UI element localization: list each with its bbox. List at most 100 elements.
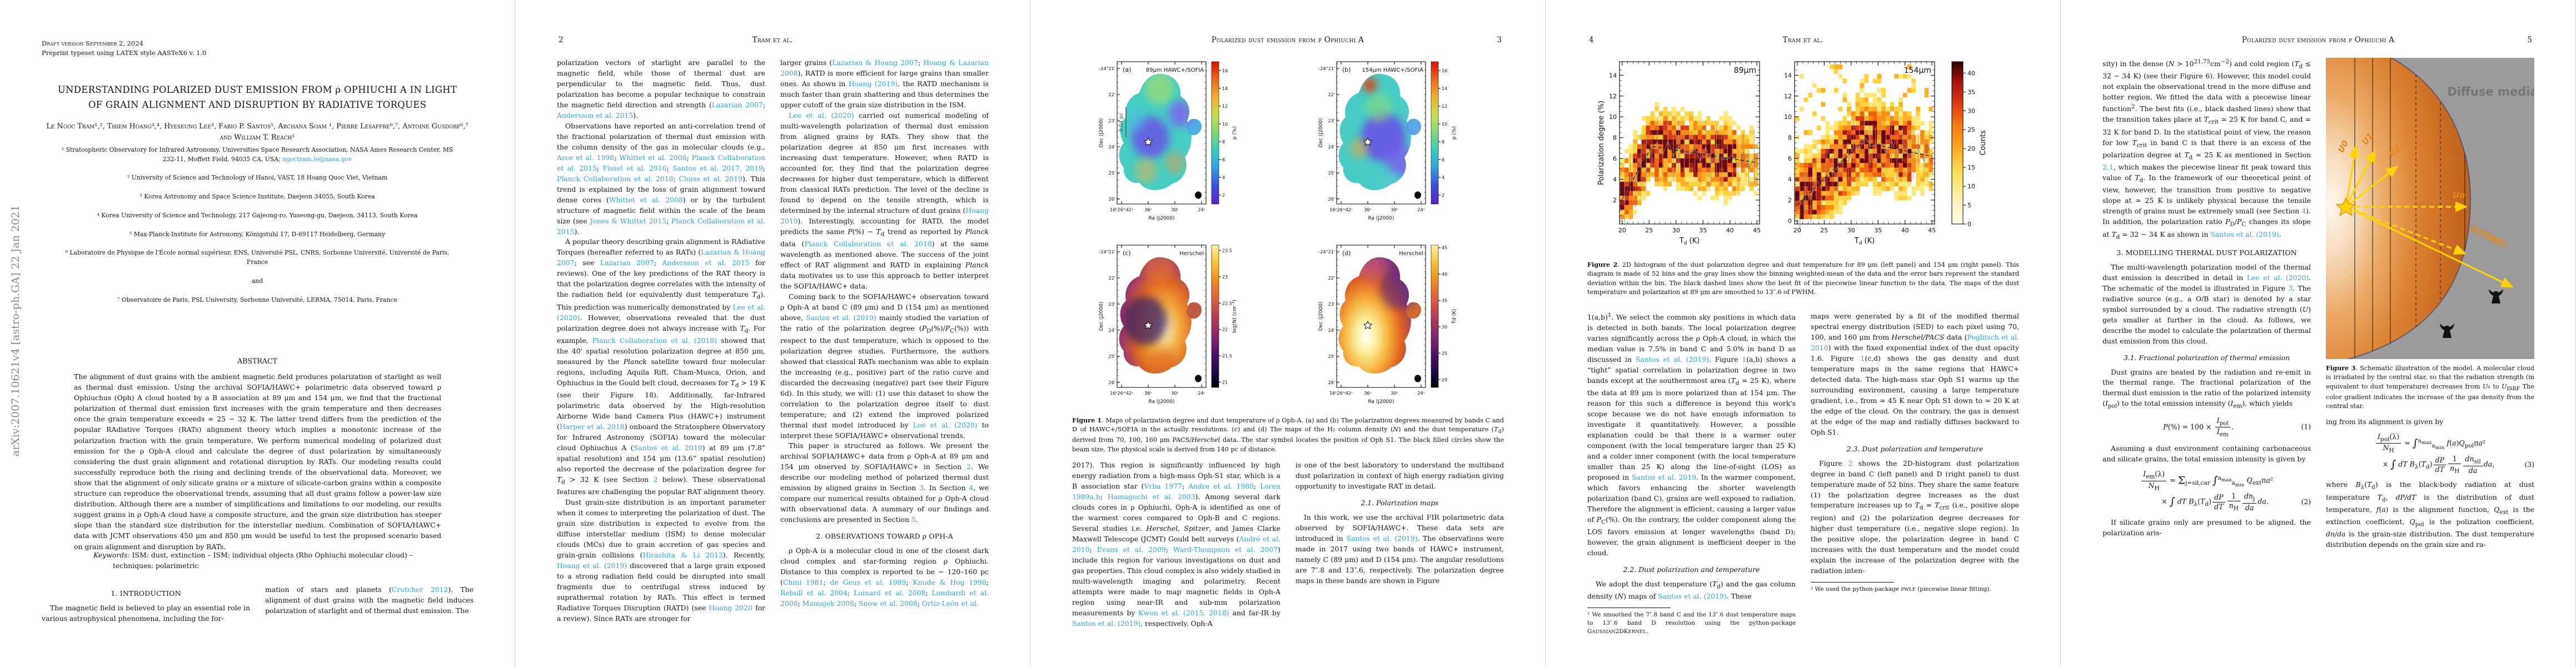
svg-text:35: 35: [1967, 88, 1975, 96]
affiliation: ³ Korea Astronomy and Space Science Inst…: [139, 193, 375, 201]
svg-text:14: 14: [1222, 86, 1228, 91]
figure2-panel-89μm: 20 25 30 35 40 45 2 4 6 8 10 12 14 Td (K) Polarization…: [1597, 57, 1764, 248]
paragraph: 2017). This region is significantly infl…: [1072, 461, 1280, 627]
svg-text:25: 25: [1820, 227, 1828, 234]
svg-text:-24°21': -24°21': [1099, 250, 1115, 255]
svg-text:26': 26': [1109, 380, 1115, 385]
equation-body: × ∫ dT Bλ(Td) dP dT 1 nH dnj da da.: [2161, 492, 2269, 512]
svg-text:-24°21': -24°21': [1319, 250, 1335, 255]
svg-text:0: 0: [1788, 217, 1792, 225]
svg-text:6: 6: [1222, 157, 1225, 162]
figure3-caption: Figure 3. Schematic illustration of the …: [2326, 364, 2534, 410]
page-4: 4 Tram et al. 20 25 30 35 40 45 2 4 6 8 10 12 14 Td (…: [1546, 0, 2061, 667]
svg-text:30ˢ: 30ˢ: [1171, 207, 1178, 212]
running-head: Polarized dust emission from ρ Ophiuchi …: [1211, 36, 1364, 44]
affiliation: ⁷ Observatoire de Paris, PSL University,…: [117, 296, 397, 303]
svg-text:21.5: 21.5: [1222, 354, 1232, 359]
svg-text:24': 24': [1109, 145, 1115, 150]
paragraph: is one of the best laboratory to underst…: [1296, 461, 1504, 490]
affiliation[interactable]: ¹ Stratospheric Observatory for Infrared…: [61, 146, 454, 163]
svg-text:Ra (J2000): Ra (J2000): [1368, 399, 1394, 405]
svg-text:45: 45: [1928, 227, 1936, 234]
paragraph: In this work, we use the archival FIR po…: [1296, 512, 1504, 585]
svg-text:2: 2: [1442, 193, 1444, 198]
page1-columns: 1. INTRODUCTION The magnetic field is be…: [42, 583, 474, 650]
figure1-panel-b: -24°21' 22' 23' 24' 25' 26' 16ʰ26ᵐ42ˢ 36ˢ 30ˢ 24ˢ…: [1317, 54, 1460, 227]
svg-text:8: 8: [1788, 135, 1792, 142]
svg-text:24': 24': [1328, 328, 1335, 333]
paragraph: Dust grains are heated by the radiation …: [2102, 367, 2311, 410]
equation-3: Ipol(λ) NH = ∫amaxamin f(a)Qpolπa² × ∫ dT…: [2326, 432, 2534, 475]
svg-text:Polarization degree (%): Polarization degree (%): [1597, 101, 1606, 185]
figure1-panel-a: 0.04 pc -24°21' 22' 23' 24' 25' 26' 16ʰ26ᵐ42ˢ 36…: [1097, 54, 1240, 227]
equation-body: Ipol(λ) NH = ∫amaxamin f(a)Qpolπa²: [2326, 432, 2534, 455]
figure1-panel-d: -24°21' 22' 23' 24' 25' 26' 16ʰ26ᵐ42ˢ 36ˢ 30ˢ 24ˢ…: [1317, 237, 1460, 411]
svg-text:10: 10: [1967, 183, 1975, 190]
page-number: 5: [2527, 36, 2532, 44]
svg-text:6: 6: [1613, 155, 1617, 162]
svg-text:24': 24': [1109, 328, 1115, 333]
page5-columns: sity) in the dense (N > 1021.75cm−2) and…: [2102, 58, 2534, 647]
page-number: 2: [559, 36, 564, 44]
subsection-heading-fractional-polarization: 3.1. Fractional polarization of thermal …: [2123, 353, 2290, 362]
svg-text:Dec (J2000): Dec (J2000): [1318, 302, 1324, 331]
paragraph: ρ Oph-A is a molecular cloud in one of t…: [780, 546, 989, 608]
column-right: larger grains (Lazarian & Hoang 2007; Ho…: [780, 58, 989, 641]
svg-text:40: 40: [1967, 69, 1975, 77]
paragraph: 1(a,b)1. We select the common sky positi…: [1587, 312, 1796, 558]
arxiv-stamp: arXiv:2007.10621v4 [astro-ph.GA] 22 Jan …: [9, 205, 22, 457]
section-heading-introduction: 1. INTRODUCTION: [111, 589, 181, 598]
figure2-panel-154μm: 20 25 30 35 40 45 0 2 4 6 8 10 12 14 Td (K) 154μm: [1772, 57, 1939, 248]
equation-body: × ∫ dT Bλ(Td) dP dT 1 nH dnsil da da,: [2382, 455, 2495, 475]
svg-text:16ʰ26ᵐ42ˢ: 16ʰ26ᵐ42ˢ: [1110, 207, 1133, 212]
svg-text:20: 20: [1793, 227, 1801, 234]
svg-text:89μm HAWC+/SOFIA: 89μm HAWC+/SOFIA: [1146, 67, 1204, 73]
abstract-heading: ABSTRACT: [237, 357, 277, 365]
observer-icon: [2440, 323, 2454, 338]
page-number: 3: [1497, 36, 1502, 44]
column-left: polarization vectors of starlight are pa…: [557, 58, 765, 641]
svg-text:0: 0: [1967, 221, 1971, 228]
affiliation: ² University of Science and Technology o…: [127, 174, 388, 182]
svg-text:24': 24': [1328, 145, 1335, 150]
svg-text:log(N) (cm⁻²): log(N) (cm⁻²): [1232, 300, 1238, 332]
central-star-icon: [2335, 197, 2356, 217]
svg-text:6: 6: [1788, 155, 1792, 162]
paragraph: Figure 2 shows the 2D-histogram dust pol…: [1811, 459, 2019, 575]
svg-text:12: 12: [1222, 104, 1228, 109]
svg-text:36ˢ: 36ˢ: [1364, 391, 1371, 396]
equation-body: Iem(λ) NH = Σj=sil,car ∫amaxamin Qextπa²: [2102, 470, 2311, 492]
svg-text:0.04 pc: 0.04 pc: [1119, 113, 1124, 132]
page-1: arXiv:2007.10621v4 [astro-ph.GA] 22 Jan …: [0, 0, 515, 667]
affiliation: ⁴ Korea University of Science and Techno…: [97, 211, 418, 219]
svg-text:40: 40: [1442, 272, 1447, 277]
radiation-arrows: [2345, 145, 2514, 288]
svg-text:25: 25: [1967, 126, 1975, 133]
svg-text:Ra (J2000): Ra (J2000): [1148, 399, 1174, 405]
svg-text:5: 5: [1967, 202, 1971, 209]
svg-text:25: 25: [1442, 351, 1447, 356]
equation-1: P(%) = 100 × Ipol Iem. (1): [2102, 416, 2311, 439]
figure1-panel-c: -24°21' 22' 23' 24' 25' 26' 16ʰ26ᵐ42ˢ 36ˢ 30ˢ 24ˢ…: [1097, 237, 1240, 411]
svg-text:30: 30: [1847, 227, 1855, 234]
page2-columns: polarization vectors of starlight are pa…: [557, 58, 989, 641]
affiliation-and: and: [251, 277, 263, 285]
svg-text:12: 12: [1784, 93, 1792, 100]
column-right: is one of the best laboratory to underst…: [1296, 460, 1504, 627]
paragraph: where Bλ(Td) is the black-body radiation…: [2326, 480, 2534, 549]
svg-text:4: 4: [1613, 176, 1617, 183]
svg-text:40: 40: [1901, 227, 1909, 234]
running-head: Tram et al.: [752, 36, 793, 44]
svg-text:-24°21': -24°21': [1319, 66, 1335, 71]
section-heading-modelling: 3. MODELLING THERMAL DUST POLARIZATION: [2116, 248, 2297, 257]
column-left: 2017). This region is significantly infl…: [1072, 460, 1280, 627]
section-heading-observations: 2. OBSERVATIONS TOWARD ρ OPH-A: [816, 532, 953, 541]
svg-text:Ra (J2000): Ra (J2000): [1368, 216, 1394, 221]
svg-text:20: 20: [1442, 377, 1447, 382]
figure2-caption: Figure 2. 2D histogram of the dust polar…: [1587, 261, 2020, 296]
page-5: Polarized dust emission from ρ Ophiuchi …: [2061, 0, 2576, 667]
equation-number: (3): [2524, 460, 2534, 469]
svg-text:21: 21: [1222, 380, 1228, 385]
draft-version: Draft version September 2, 2024: [42, 39, 143, 47]
svg-text:14: 14: [1442, 86, 1447, 91]
